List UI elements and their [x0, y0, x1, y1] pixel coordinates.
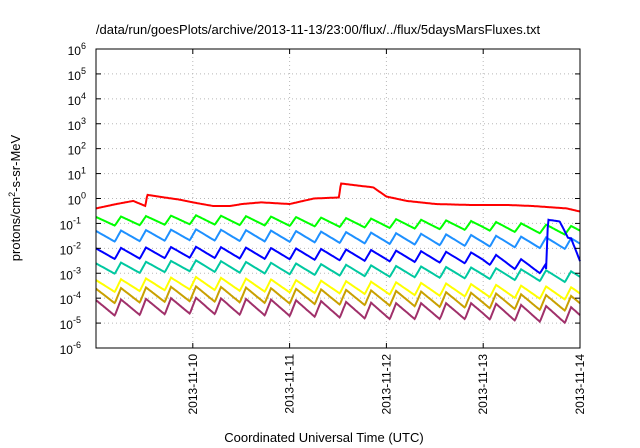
x-tick-label: 2013-11-10 [186, 354, 200, 415]
y-tick-base: 10 [68, 119, 82, 133]
y-tick-base: 10 [68, 194, 82, 208]
y-tick-label: 100 [68, 191, 86, 208]
y-tick-exp: 1 [81, 166, 86, 176]
y-tick-base: 10 [60, 268, 74, 282]
y-tick-base: 10 [68, 144, 82, 158]
y-tick-label: 101 [68, 166, 86, 183]
series-line-6 [95, 275, 581, 301]
y-tick-label: 104 [68, 91, 86, 108]
y-tick-base: 10 [60, 243, 74, 257]
y-tick-base: 10 [68, 94, 82, 108]
chart-title: /data/run/goesPlots/archive/2013-11-13/2… [96, 22, 541, 37]
y-tick-base: 10 [60, 293, 74, 307]
x-tick-label: 2013-11-11 [283, 354, 297, 414]
x-axis-label: Coordinated Universal Time (UTC) [224, 430, 423, 445]
series-line-7 [95, 284, 581, 313]
y-tick-label: 10-3 [60, 265, 81, 282]
x-tick-label: 2013-11-13 [476, 354, 490, 415]
x-axis-ticks: 2013-11-10 2013-11-11 2013-11-12 2013-11-13… [186, 49, 587, 415]
y-tick-label: 102 [68, 141, 86, 158]
series-line-1 [95, 182, 581, 213]
series-line-8 [95, 296, 581, 325]
y-tick-base: 10 [68, 169, 82, 183]
x-tick-label: 2013-11-14 [573, 354, 587, 415]
y-tick-label: 10-4 [60, 290, 81, 307]
y-axis-label-sup: 2 [7, 192, 17, 197]
y-tick-label: 103 [68, 116, 86, 133]
y-tick-exp: 4 [81, 91, 86, 101]
y-axis-ticks: 10-610-510-410-310-210-11001011021031041… [60, 41, 580, 357]
series-line-4 [95, 218, 581, 275]
y-tick-base: 10 [68, 69, 82, 83]
y-tick-base: 10 [60, 343, 74, 357]
y-tick-exp: -6 [73, 340, 81, 350]
y-tick-exp: -5 [73, 315, 81, 325]
y-axis-label-rest: -s-sr-MeV [8, 134, 23, 191]
series-line-3 [95, 228, 581, 251]
series-line-5 [95, 259, 581, 284]
y-tick-exp: 0 [81, 191, 86, 201]
series-lines [95, 182, 581, 325]
y-tick-exp: -3 [73, 265, 81, 275]
y-tick-label: 105 [68, 66, 86, 83]
y-tick-exp: 5 [81, 66, 86, 76]
y-tick-label: 10-5 [60, 315, 81, 332]
y-axis-label: protons/cm2-s-sr-MeV [7, 134, 23, 261]
y-tick-label: 10-1 [60, 215, 81, 232]
y-tick-label: 10-2 [60, 240, 81, 257]
y-axis-label-base: protons/cm [8, 197, 23, 261]
y-tick-label: 106 [68, 41, 86, 58]
y-tick-exp: 6 [81, 41, 86, 51]
y-tick-base: 10 [68, 44, 82, 58]
x-tick-label: 2013-11-12 [379, 354, 393, 415]
y-tick-exp: 3 [81, 116, 86, 126]
y-tick-base: 10 [60, 318, 74, 332]
y-tick-exp: -1 [73, 215, 81, 225]
y-tick-exp: -2 [73, 240, 81, 250]
y-tick-exp: 2 [81, 141, 86, 151]
series-line-2 [95, 214, 581, 236]
y-tick-label: 10-6 [60, 340, 81, 357]
y-tick-base: 10 [60, 218, 74, 232]
y-tick-exp: -4 [73, 290, 81, 300]
